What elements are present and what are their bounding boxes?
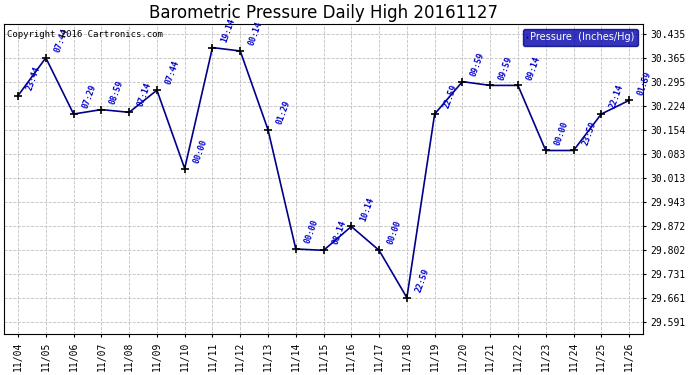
- Text: 22:14: 22:14: [608, 83, 625, 110]
- Text: 09:59: 09:59: [497, 55, 514, 81]
- Text: 22:59: 22:59: [414, 267, 431, 294]
- Text: 23:44: 23:44: [25, 65, 42, 92]
- Text: 00:00: 00:00: [303, 218, 319, 245]
- Text: 09:59: 09:59: [469, 51, 486, 78]
- Text: 07:44: 07:44: [164, 59, 181, 86]
- Text: 07:29: 07:29: [81, 83, 97, 110]
- Text: Copyright 2016 Cartronics.com: Copyright 2016 Cartronics.com: [8, 30, 164, 39]
- Text: 01:59: 01:59: [636, 70, 653, 96]
- Text: 22:59: 22:59: [442, 83, 459, 110]
- Text: 07:14: 07:14: [136, 82, 153, 108]
- Text: 23:59: 23:59: [580, 120, 598, 146]
- Text: 00:00: 00:00: [553, 120, 570, 146]
- Title: Barometric Pressure Daily High 20161127: Barometric Pressure Daily High 20161127: [149, 4, 498, 22]
- Text: 19:14: 19:14: [219, 17, 237, 44]
- Text: 01:29: 01:29: [275, 99, 292, 126]
- Text: 08:14: 08:14: [331, 220, 348, 246]
- Legend: Pressure  (Inches/Hg): Pressure (Inches/Hg): [523, 28, 638, 46]
- Text: 08:59: 08:59: [108, 79, 126, 105]
- Text: 10:14: 10:14: [358, 196, 375, 222]
- Text: 09:14: 09:14: [525, 55, 542, 81]
- Text: 00:14: 00:14: [247, 20, 264, 47]
- Text: 00:00: 00:00: [386, 220, 403, 246]
- Text: 00:00: 00:00: [192, 138, 208, 164]
- Text: 07:44: 07:44: [52, 27, 70, 54]
